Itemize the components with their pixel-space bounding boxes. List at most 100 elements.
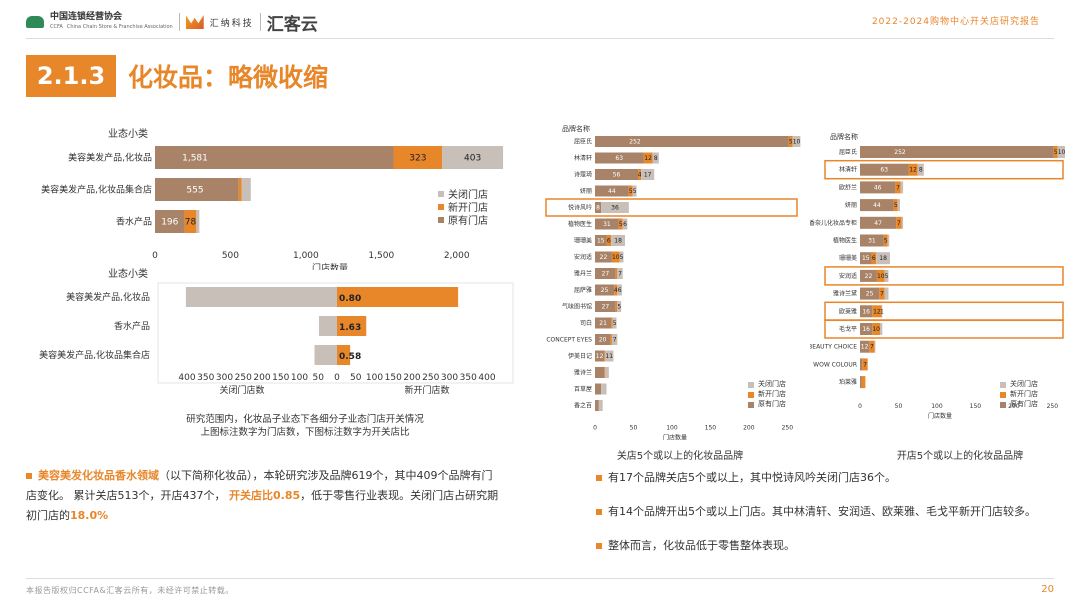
data-label: 22 bbox=[865, 273, 873, 280]
bar-segment bbox=[860, 376, 862, 389]
x-tick-label: 400 bbox=[478, 373, 495, 383]
data-label: 31 bbox=[868, 238, 876, 245]
category-label: 安润适 bbox=[839, 272, 857, 280]
bar-segment bbox=[638, 169, 642, 180]
bar-segment bbox=[860, 340, 870, 353]
bar-segment bbox=[872, 323, 880, 335]
bar-segment bbox=[595, 169, 639, 180]
category-label: 伊美日记 bbox=[568, 352, 592, 360]
bar-segment bbox=[1057, 146, 1065, 158]
section-number: 2.1.3 bbox=[26, 55, 116, 97]
category-label: 毛戈平 bbox=[839, 325, 857, 333]
bar-segment bbox=[884, 287, 889, 300]
bar-segment bbox=[622, 218, 628, 230]
summary-right-item: 整体而言，化妆品低于零售整体表现。 bbox=[596, 536, 1066, 556]
bar-segment bbox=[595, 301, 616, 312]
bar-segment bbox=[617, 284, 622, 296]
data-label: 8 bbox=[919, 167, 923, 174]
bar-segment bbox=[879, 287, 885, 300]
bar-segment bbox=[612, 317, 617, 329]
bar-segment bbox=[605, 367, 609, 378]
category-label: 香水产品 bbox=[116, 216, 152, 228]
data-label: 10 bbox=[1058, 149, 1065, 156]
bar-segment bbox=[605, 350, 614, 362]
ratio-label: 0.58 bbox=[339, 352, 361, 362]
bar-segment bbox=[643, 152, 653, 164]
bar-segment bbox=[871, 252, 877, 265]
x-tick-label: 250 bbox=[1047, 403, 1059, 410]
bar-segment bbox=[876, 269, 885, 282]
data-label: 5 bbox=[619, 221, 623, 228]
legend-swatch bbox=[748, 392, 754, 398]
data-label: 7 bbox=[870, 344, 874, 351]
bar-segment bbox=[595, 400, 599, 411]
report-title: 2022-2024购物中心开关店研究报告 bbox=[871, 17, 1040, 27]
bar-segment bbox=[869, 340, 875, 353]
bar-segment bbox=[860, 305, 873, 318]
huina-logo-icon bbox=[185, 15, 204, 29]
data-label: 6 bbox=[623, 221, 627, 228]
data-label: 403 bbox=[464, 154, 481, 164]
summary-highlight-ratio: 开关店比0.85 bbox=[229, 489, 301, 502]
chart-caption-opening: 开店5个或以上的化妆品品牌 bbox=[896, 451, 1024, 462]
category-label: 气味图书馆 bbox=[562, 303, 592, 311]
category-label: BEAUTY CHOICE bbox=[810, 344, 857, 351]
data-label: 5 bbox=[885, 273, 889, 280]
y-axis-title: 业态小类 bbox=[108, 127, 148, 140]
legend-swatch bbox=[748, 402, 754, 408]
legend-label: 新开门店 bbox=[1010, 389, 1038, 398]
data-label: 8 bbox=[596, 205, 600, 212]
bar-segment bbox=[595, 284, 615, 296]
x-tick-label: 150 bbox=[385, 373, 402, 383]
bar-segment bbox=[641, 169, 655, 180]
data-label: 7 bbox=[880, 291, 884, 298]
category-label: WOW COLOUR bbox=[813, 361, 857, 368]
chart-note: 研究范围内，化妆品子业态下各细分子业态门店开关情况 上图标注数字为门店数，下图标… bbox=[160, 413, 450, 439]
category-label: 屈臣氏 bbox=[574, 138, 592, 146]
data-label: 196 bbox=[161, 218, 178, 228]
bullet-square-icon bbox=[26, 473, 32, 479]
category-label: 林清轩 bbox=[574, 154, 592, 162]
bar-segment bbox=[860, 146, 1054, 158]
data-label: 15 bbox=[862, 255, 870, 262]
x-tick-label: 100 bbox=[366, 373, 383, 383]
bar-segment bbox=[595, 185, 629, 197]
data-label: 44 bbox=[873, 202, 881, 209]
bar-segment bbox=[595, 235, 607, 246]
legend-label: 关闭门店 bbox=[448, 188, 488, 201]
x-tick-label: 200 bbox=[1008, 403, 1020, 410]
data-label: 17 bbox=[644, 172, 652, 179]
bar-segment bbox=[860, 252, 872, 265]
summary-bold-prefix: 美容美发化妆品香水领域 bbox=[38, 469, 159, 482]
org-sub: China Chain Store & Franchise Associatio… bbox=[66, 24, 173, 30]
bar-segment bbox=[792, 136, 801, 147]
x-tick-label: 500 bbox=[222, 251, 239, 261]
x-tick-label: 50 bbox=[895, 403, 903, 410]
bar-segment bbox=[884, 269, 889, 282]
bar-closed bbox=[319, 316, 337, 336]
bar-segment bbox=[900, 181, 904, 194]
x-tick-label: 200 bbox=[253, 373, 270, 383]
x-tick-label: 250 bbox=[235, 373, 252, 383]
bar-segment bbox=[238, 178, 242, 201]
legend-label: 关闭门店 bbox=[1010, 379, 1038, 388]
legend-label: 新开门店 bbox=[448, 201, 488, 214]
data-label: 10 bbox=[793, 139, 801, 146]
bar-segment bbox=[860, 358, 863, 371]
category-label: 屈萨雅 bbox=[574, 286, 592, 294]
bar-segment bbox=[862, 358, 868, 371]
highlight-box bbox=[824, 319, 1064, 339]
data-label: 11 bbox=[605, 353, 613, 360]
bar-segment bbox=[155, 146, 394, 169]
data-label: 10 bbox=[612, 254, 620, 261]
bar-segment bbox=[610, 334, 612, 345]
bar-segment bbox=[595, 367, 605, 378]
category-label: 百草屋 bbox=[574, 385, 592, 393]
data-label: 252 bbox=[894, 149, 906, 156]
data-label: 555 bbox=[186, 186, 203, 196]
data-label: 78 bbox=[185, 218, 197, 228]
bar-closed bbox=[314, 345, 337, 365]
x-tick-label: 100 bbox=[291, 373, 308, 383]
x-tick-label: 2,000 bbox=[444, 251, 470, 261]
